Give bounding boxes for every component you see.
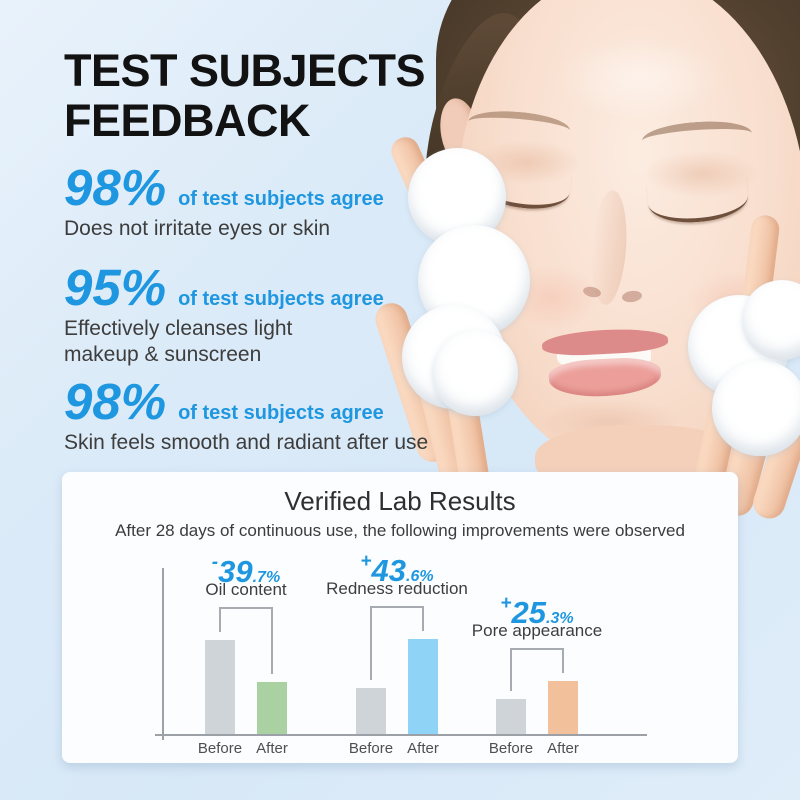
stat-description: Skin feels smooth and radiant after use: [64, 431, 429, 454]
right-eyelid: [644, 150, 759, 198]
bracket: [422, 606, 424, 631]
before-bar: [356, 688, 386, 734]
stat-agree-text: of test subjects agree: [178, 288, 384, 310]
metric-label: Redness reduction: [326, 579, 468, 598]
metric-label: Pore appearance: [471, 621, 603, 640]
change-percent: +43.6%: [356, 547, 438, 592]
before-bar: [496, 699, 526, 734]
after-bar: [257, 682, 287, 734]
metric-label: Oil content: [205, 580, 287, 599]
after-label: After: [256, 740, 288, 757]
stat-description: Effectively cleanses light makeup & suns…: [64, 317, 293, 366]
change-sign: +: [500, 593, 512, 614]
stat-block-3: 98% of test subjects agree Skin feels sm…: [64, 376, 464, 456]
foam-blob-left: [432, 330, 518, 416]
foam-blob-right: [712, 360, 800, 456]
forehead-highlight: [555, 35, 725, 120]
stat-block-1: 98% of test subjects agree Does not irri…: [64, 162, 464, 242]
after-label: After: [547, 740, 579, 757]
chart-group-oil-content: -39.7% Oil content Before After: [198, 472, 288, 763]
change-percent: -39.7%: [205, 548, 287, 593]
chart-x-axis: [155, 734, 647, 736]
bracket: [510, 648, 512, 691]
stat-agree-text: of test subjects agree: [178, 188, 384, 210]
stat-percent: 95%: [64, 259, 167, 316]
before-bar: [205, 640, 235, 734]
page-title: TEST SUBJECTS FEEDBACK: [64, 45, 426, 146]
bracket: [271, 607, 273, 674]
before-label: Before: [197, 740, 243, 757]
stat-description: Does not irritate eyes or skin: [64, 217, 331, 240]
stat-percent: 98%: [64, 159, 167, 216]
stat-headline: 98% of test subjects agree: [64, 376, 464, 427]
chart-group-redness-reduction: +43.6% Redness reduction Before After: [326, 472, 468, 763]
panel-title: Verified Lab Results: [284, 486, 516, 516]
before-label: Before: [488, 740, 534, 757]
stat-agree-text: of test subjects agree: [178, 402, 384, 424]
bracket: [370, 606, 423, 608]
stat-headline: 98% of test subjects agree: [64, 162, 464, 213]
chart-group-pore-appearance: +25.3% Pore appearance Before After: [472, 472, 602, 763]
change-sign: -: [211, 552, 219, 573]
bracket: [510, 648, 563, 650]
bracket: [219, 607, 272, 609]
stat-headline: 95% of test subjects agree: [64, 262, 464, 313]
change-decimal: .6%: [406, 568, 434, 585]
panel-subtitle: After 28 days of continuous use, the fol…: [115, 521, 685, 540]
change-decimal: .7%: [252, 569, 281, 586]
change-main: 25: [511, 595, 546, 630]
change-main: 43: [371, 553, 406, 588]
after-bar: [408, 639, 438, 734]
change-percent: +25.3%: [496, 589, 578, 634]
bracket: [562, 648, 564, 673]
page-title-line2: FEEDBACK: [64, 95, 311, 146]
bracket: [219, 607, 221, 632]
after-bar: [548, 681, 578, 734]
stat-block-2: 95% of test subjects agree Effectively c…: [64, 262, 464, 367]
stat-percent: 98%: [64, 373, 167, 430]
change-sign: +: [360, 551, 372, 572]
change-decimal: .3%: [546, 610, 574, 627]
after-label: After: [407, 740, 439, 757]
before-label: Before: [348, 740, 394, 757]
foam-blob-right: [742, 280, 800, 360]
change-main: 39: [218, 554, 253, 589]
bracket: [370, 606, 372, 680]
lab-results-panel: Verified Lab Results After 28 days of co…: [62, 472, 738, 763]
chart-y-axis: [162, 568, 164, 740]
page-title-line1: TEST SUBJECTS: [64, 45, 426, 96]
